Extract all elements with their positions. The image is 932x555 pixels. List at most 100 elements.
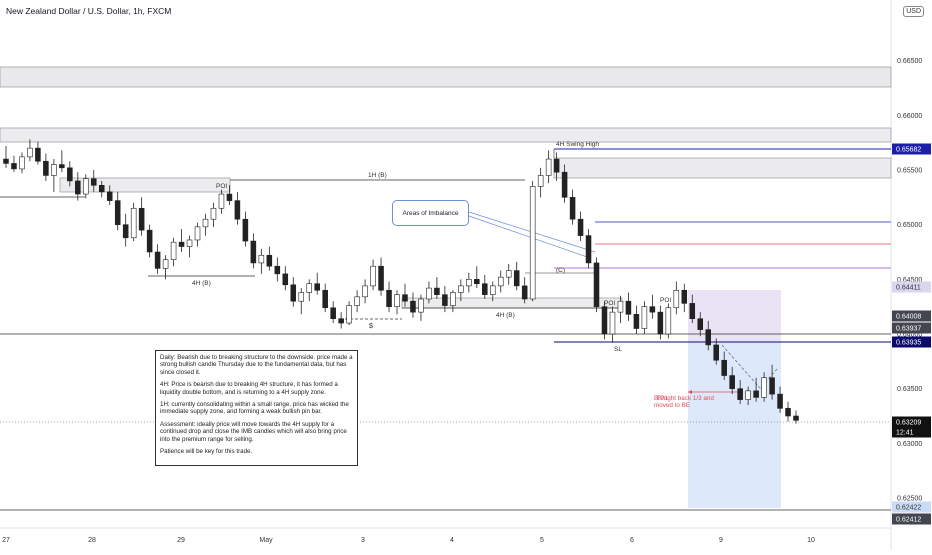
candle [721, 351, 727, 380]
candle-body [545, 158, 552, 176]
candle-body [697, 318, 704, 330]
y-tick-label: 0.66500 [897, 58, 922, 65]
candle [769, 364, 775, 400]
candle-body [657, 311, 664, 335]
y-tick-label: 0.65500 [897, 168, 922, 175]
candle-body [43, 160, 49, 176]
candle-body [474, 279, 480, 285]
candle-body [90, 178, 97, 186]
candle [737, 379, 743, 404]
price-badge-bg [892, 322, 931, 334]
candle-body [35, 147, 41, 162]
candle [178, 229, 185, 252]
swing-high-label: 4H Swing High [556, 141, 599, 148]
analysis-patience: Patience will be key for this trade. [160, 448, 253, 456]
candle-body [138, 207, 145, 231]
candle-body [633, 314, 640, 329]
candle [601, 301, 608, 340]
candle [713, 338, 719, 365]
candle-body [721, 359, 727, 376]
candle-body [761, 377, 767, 398]
price-badge-bg [892, 143, 931, 155]
candle [458, 279, 464, 302]
price-badge-bg [892, 416, 931, 428]
candle-body [114, 200, 121, 225]
x-tick-label: 10 [807, 537, 815, 544]
candle [114, 191, 121, 231]
candle-body [458, 285, 464, 293]
candle [585, 229, 592, 269]
tp-note-line-2: moved to BE [654, 402, 691, 410]
candle-body [577, 218, 584, 236]
candle-body [330, 307, 336, 319]
candle [266, 246, 273, 271]
candle-body [713, 344, 719, 361]
candle [370, 259, 376, 291]
candle [35, 141, 41, 165]
price-badge: 0.64411 [892, 281, 931, 293]
candle [11, 155, 17, 173]
candle [673, 281, 680, 315]
candle [625, 292, 632, 321]
analysis-1h: 1H: currently consolidating within a sma… [160, 401, 349, 416]
candle-body [681, 289, 688, 304]
candle [162, 255, 169, 280]
one-h-b-label: 1H (B) [368, 172, 387, 179]
price-badge-bg [892, 310, 931, 322]
candle-body [178, 241, 185, 247]
candle [330, 301, 336, 324]
candle [785, 401, 791, 422]
candle-body [98, 185, 105, 193]
candle-body [489, 285, 496, 295]
candle-body [11, 163, 17, 170]
candle [633, 305, 640, 334]
candle-body [106, 191, 113, 201]
imbalance-zone [401, 297, 623, 309]
candle [386, 281, 392, 313]
candle [617, 295, 624, 324]
price-badge-value: 0.64411 [896, 285, 921, 292]
candles-group [3, 139, 799, 424]
candle [170, 237, 177, 267]
candle-body [625, 300, 632, 315]
candle-body [298, 292, 305, 302]
price-badge-value: 0.62422 [896, 505, 921, 512]
candle-body [75, 180, 81, 195]
price-badge: 0.63935 [892, 336, 931, 348]
price-badge: 0.63937 [892, 322, 931, 334]
candle-body [154, 251, 161, 269]
candle-body [410, 300, 416, 313]
candle [90, 170, 97, 192]
candle [43, 153, 49, 181]
candle [59, 150, 65, 173]
candle [657, 305, 664, 340]
candle-body [218, 193, 225, 209]
candle-body [482, 283, 488, 295]
candle-body [665, 307, 672, 335]
candle-body [521, 285, 528, 300]
candle-body [737, 388, 743, 400]
candle-body [442, 294, 448, 306]
candle-body [793, 415, 799, 421]
x-axis: 27 28 29 May 3 4 5 6 9 10 [2, 537, 815, 544]
candle [777, 386, 783, 413]
candle [705, 320, 712, 351]
x-tick-label: 27 [2, 537, 10, 544]
candle [697, 312, 704, 337]
candle-body [466, 279, 472, 287]
candle-body [322, 289, 328, 309]
candle [442, 285, 448, 313]
candle [202, 213, 209, 236]
candle [497, 270, 504, 293]
y-tick-label: 0.66000 [897, 113, 922, 120]
currency-selector[interactable]: USD [903, 6, 924, 17]
four-h-b-label-left: 4H (B) [192, 280, 211, 287]
sl-label: SL [614, 346, 622, 353]
candle [378, 257, 384, 296]
analysis-4h: 4H: Price is bearish due to breaking 4H … [160, 381, 338, 396]
candle-body [338, 318, 344, 324]
candle [537, 167, 544, 198]
c-label: (C) [556, 267, 565, 274]
